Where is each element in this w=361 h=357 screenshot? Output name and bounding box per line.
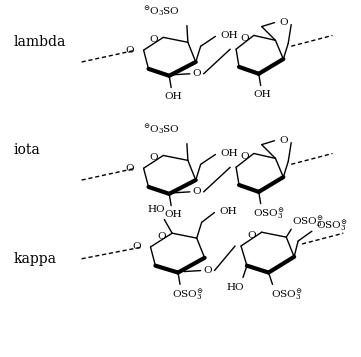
Text: O: O <box>192 69 201 78</box>
Text: OH: OH <box>221 31 238 40</box>
Text: HO: HO <box>226 283 244 292</box>
Text: kappa: kappa <box>14 252 57 266</box>
Text: O: O <box>132 242 141 251</box>
Text: OH: OH <box>254 90 271 99</box>
Text: $\mathregular{OSO_3^{\circleddash}}$: $\mathregular{OSO_3^{\circleddash}}$ <box>270 287 302 303</box>
Text: O: O <box>241 152 249 161</box>
Text: O: O <box>241 34 249 43</box>
Text: $\mathregular{OSO_3^{\circleddash}}$: $\mathregular{OSO_3^{\circleddash}}$ <box>253 207 284 222</box>
Text: lambda: lambda <box>14 35 66 49</box>
Text: O: O <box>279 136 288 145</box>
Text: O: O <box>203 266 212 275</box>
Text: O: O <box>247 231 256 240</box>
Text: OH: OH <box>221 149 238 158</box>
Text: O: O <box>126 46 134 55</box>
Text: $\mathregular{OSO_3^{\circleddash}}$: $\mathregular{OSO_3^{\circleddash}}$ <box>316 218 347 234</box>
Text: O: O <box>149 154 158 162</box>
Text: O: O <box>126 164 134 173</box>
Text: $\mathregular{OSO_3^{\circleddash}}$: $\mathregular{OSO_3^{\circleddash}}$ <box>172 287 204 303</box>
Text: $\mathregular{OSO_3^{\circleddash}}$: $\mathregular{OSO_3^{\circleddash}}$ <box>292 215 324 230</box>
Text: O: O <box>279 18 288 27</box>
Text: O: O <box>149 35 158 44</box>
Text: $\mathregular{^{\circleddash}O_3SO}$: $\mathregular{^{\circleddash}O_3SO}$ <box>143 123 180 137</box>
Text: OH: OH <box>219 207 237 216</box>
Text: O: O <box>192 187 201 196</box>
Text: O: O <box>157 232 166 241</box>
Text: $\mathregular{^{\circleddash}O_3SO}$: $\mathregular{^{\circleddash}O_3SO}$ <box>143 5 180 19</box>
Text: HO: HO <box>148 205 165 214</box>
Text: iota: iota <box>14 144 40 157</box>
Text: OH: OH <box>164 210 182 219</box>
Text: OH: OH <box>164 92 182 101</box>
